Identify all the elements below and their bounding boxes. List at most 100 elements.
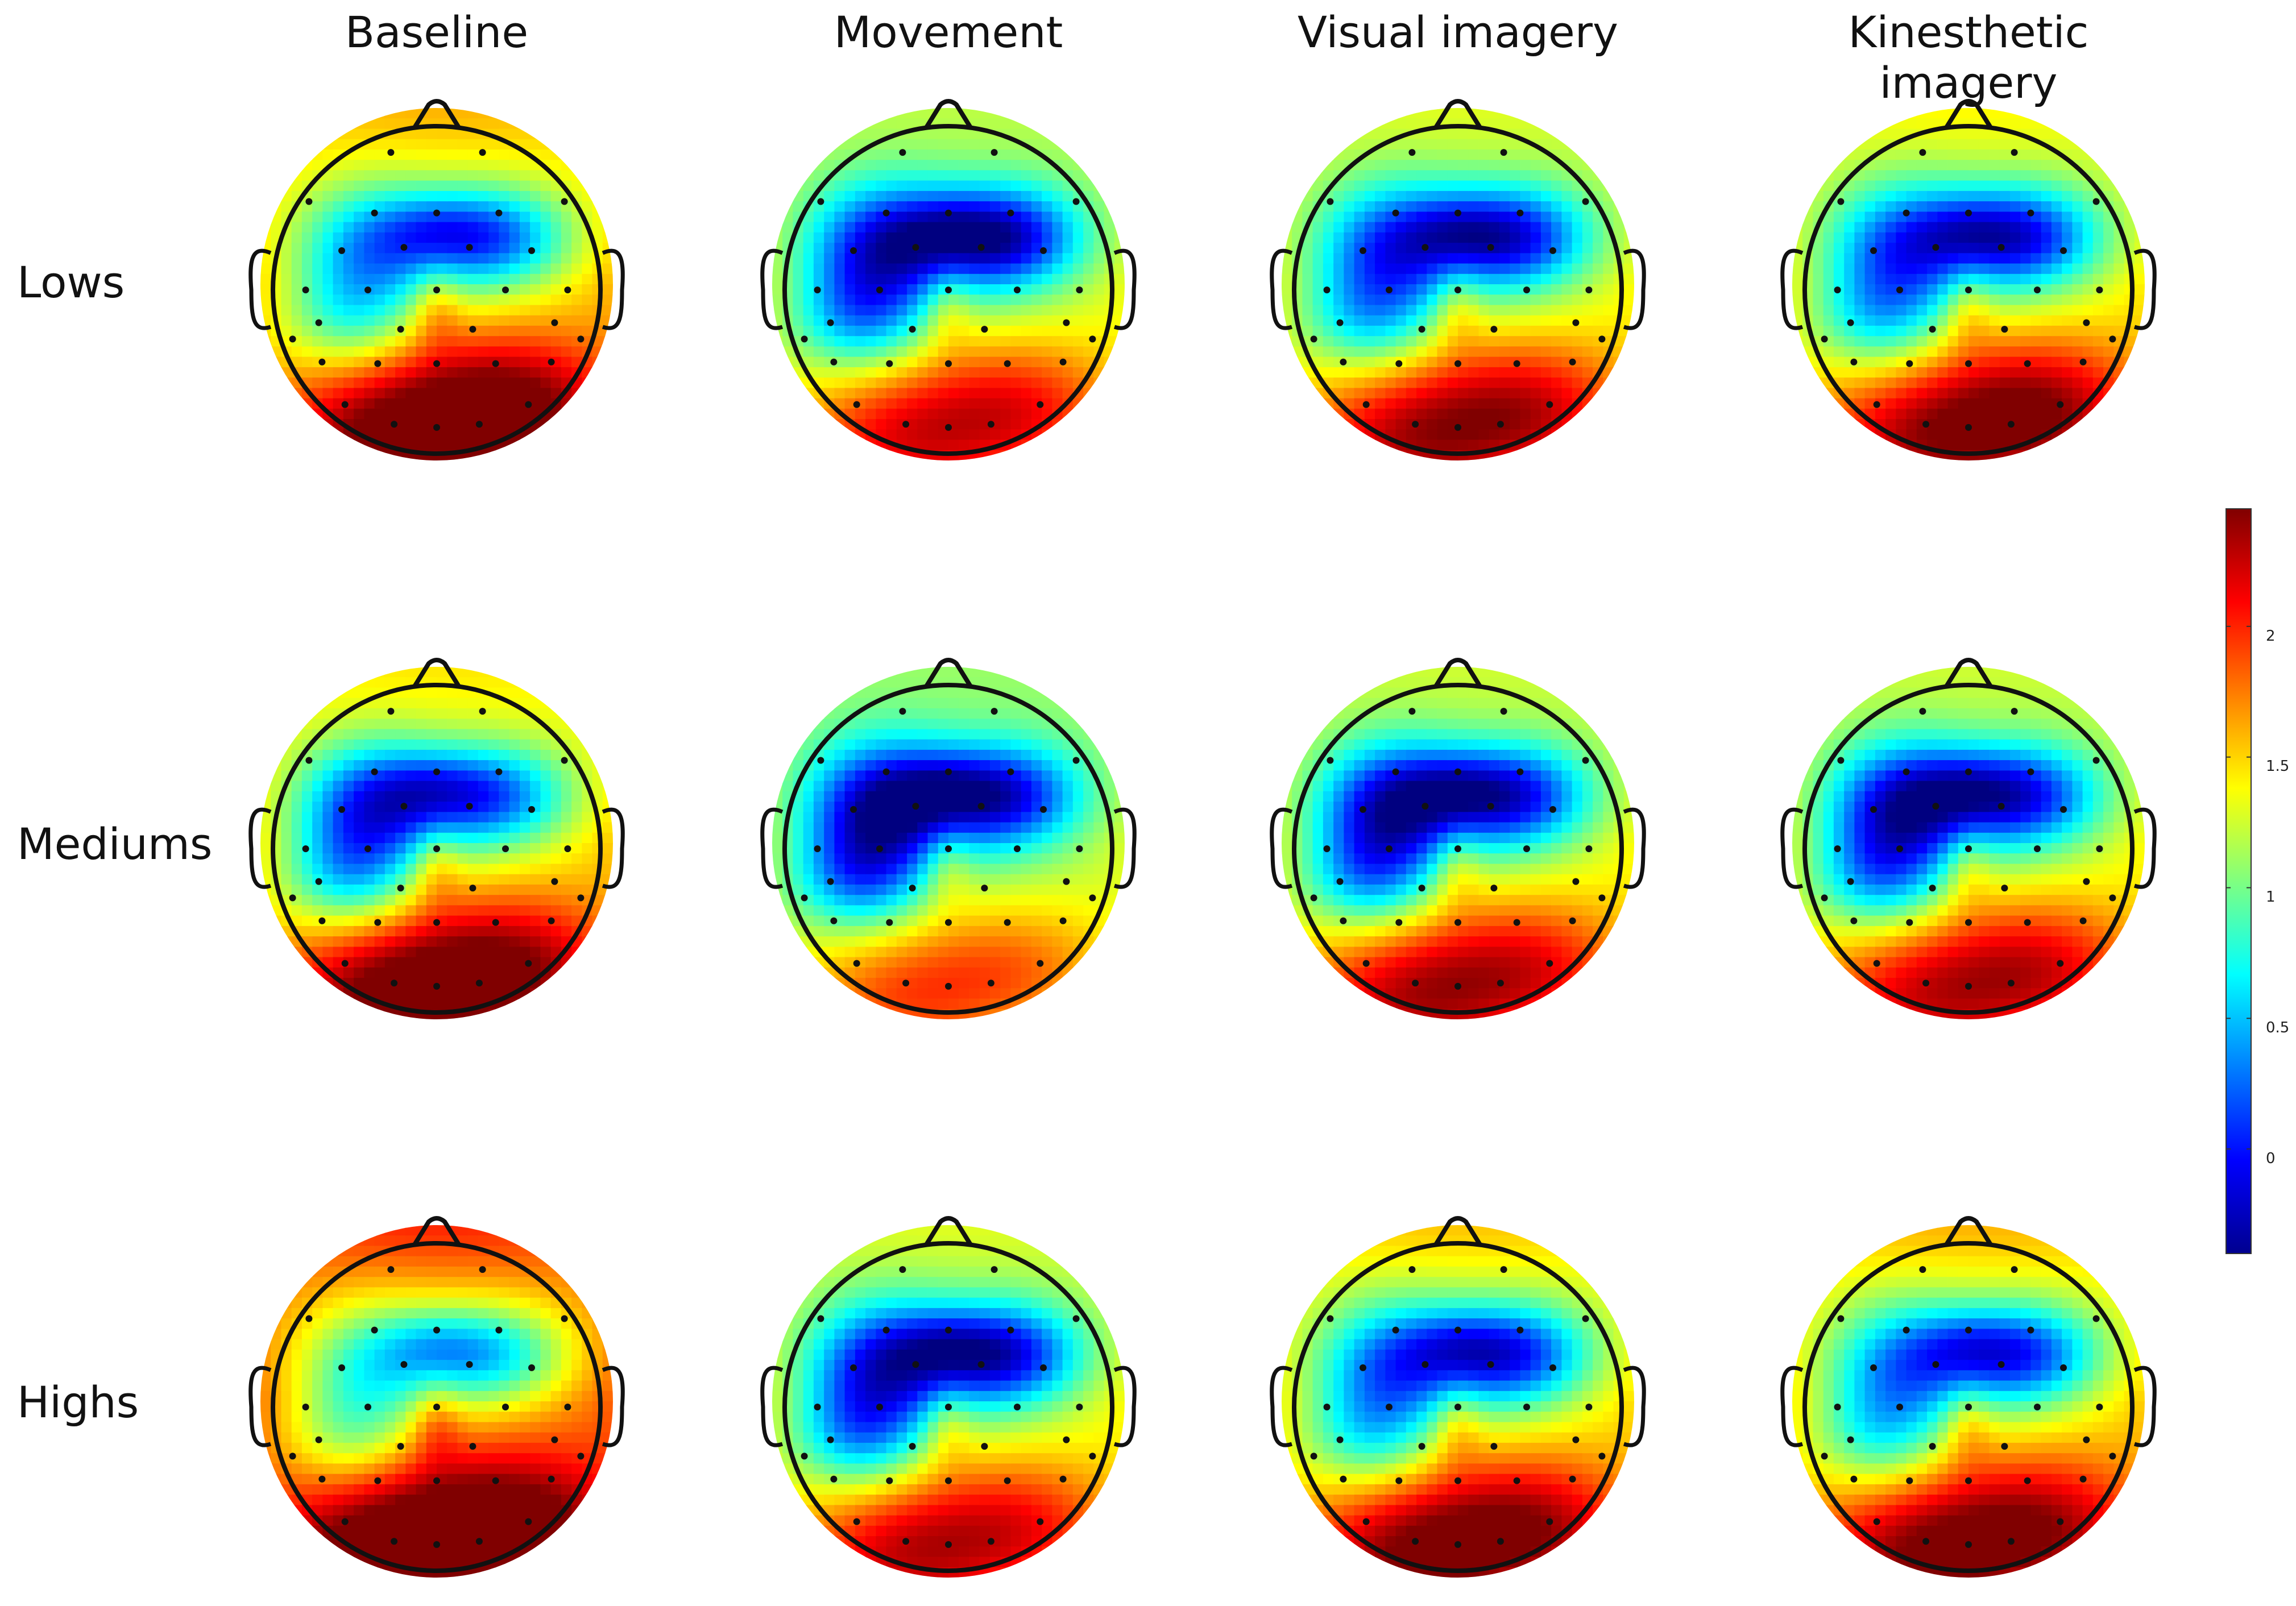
electrode-po10 [525,1518,532,1525]
electrode-fp1 [1408,708,1416,715]
right-ear [602,1366,625,1447]
electrode-fc1 [400,1361,408,1368]
electrode-fz [1454,209,1461,217]
nose [412,658,462,689]
electrode-f7 [817,757,824,764]
nose [923,658,973,689]
electrode-fp2 [2011,1266,2018,1273]
colorbar-tick-label: 1 [2266,889,2276,906]
electrode-fc1 [400,244,408,251]
electrode-fc2 [1997,803,2005,810]
electrode-fp2 [990,1266,998,1273]
electrode-fc6 [2060,806,2067,813]
electrode-p4 [1004,360,1011,367]
electrode-cp2 [469,885,476,892]
electrode-o1 [1922,421,1930,428]
electrode-o2 [475,1538,483,1545]
scalp-heatmap [772,667,1125,1019]
electrode-fz [433,768,440,775]
electrode-po9 [853,401,860,408]
column-title-movement: Movement [834,7,1063,57]
electrode-cp6 [1063,1436,1070,1443]
electrode-p3 [374,919,382,926]
electrode-cz [433,1404,440,1410]
electrode-cp5 [1847,319,1854,326]
electrode-f7 [1837,198,1845,205]
electrode-f7 [817,198,824,205]
electrode-t7 [1834,845,1841,852]
electrode-pz [433,919,440,926]
electrode-p8 [2079,917,2087,924]
electrode-f7 [1837,757,1845,764]
electrode-oz [433,1541,440,1548]
electrode-t7 [814,1404,821,1410]
electrode-fz [433,209,440,217]
electrode-cp2 [2001,1443,2008,1450]
electrode-c4 [1014,845,1021,852]
electrode-tp9 [1310,894,1317,902]
electrode-p8 [1569,1475,1576,1483]
electrode-fc1 [400,803,408,810]
nose [1943,99,1994,130]
electrode-c4 [1014,287,1021,293]
electrode-c3 [1896,287,1903,293]
electrode-po10 [1546,401,1553,408]
electrode-oz [1454,424,1461,431]
electrode-po10 [1546,960,1553,967]
electrode-o2 [987,1538,994,1545]
electrode-fp1 [387,149,395,156]
electrode-cp5 [315,319,322,326]
electrode-cp1 [397,326,404,333]
head-outline [1292,124,1624,456]
electrode-cp2 [469,326,476,333]
electrode-t8 [2096,287,2103,293]
electrode-cz [433,845,440,852]
electrode-oz [433,424,440,431]
electrode-tp9 [289,894,296,902]
electrode-p3 [1906,919,1913,926]
electrode-tp10 [2109,1453,2116,1460]
electrode-t7 [302,287,309,293]
electrode-c3 [364,1404,371,1410]
electrode-cp5 [1336,878,1344,885]
electrode-f7 [305,1315,313,1322]
electrode-f3 [371,1326,378,1334]
head-outline [1802,124,2135,456]
electrode-oz [1965,1541,1972,1548]
electrode-p3 [886,919,893,926]
electrode-c4 [502,1404,509,1410]
electrode-cp1 [397,885,404,892]
left-ear [1780,1366,1804,1447]
electrode-o1 [902,1538,910,1545]
electrode-o2 [1497,1538,1504,1545]
topomap-mediums-visual-imagery [1270,658,1646,1019]
electrode-t8 [1076,287,1083,293]
electrode-pz [945,1477,952,1484]
electrode-p7 [318,358,326,366]
electrode-p8 [548,917,555,924]
scalp-heatmap [1792,108,2145,460]
topomap-mediums-kinesthetic-imagery [1780,658,2157,1019]
electrode-tp10 [2109,894,2116,902]
electrode-fc5 [850,247,857,254]
electrode-c3 [1386,1404,1392,1410]
right-ear [2133,248,2157,330]
electrode-f8 [1072,757,1080,764]
electrode-tp9 [1821,335,1828,343]
electrode-p8 [548,1475,555,1483]
electrode-f8 [561,198,568,205]
electrode-fp2 [479,708,486,715]
row-label-highs: Highs [17,1377,139,1427]
nose [923,99,973,130]
electrode-fc2 [977,244,985,251]
electrode-pz [1965,919,1972,926]
electrode-c3 [1386,845,1392,852]
electrode-oz [1454,982,1461,990]
electrode-cz [945,287,952,293]
electrode-p7 [1340,358,1347,366]
electrode-p7 [1850,1475,1858,1483]
electrode-fp2 [1500,708,1507,715]
electrode-t7 [814,845,821,852]
electrode-pz [1965,360,1972,367]
electrode-cz [945,845,952,852]
